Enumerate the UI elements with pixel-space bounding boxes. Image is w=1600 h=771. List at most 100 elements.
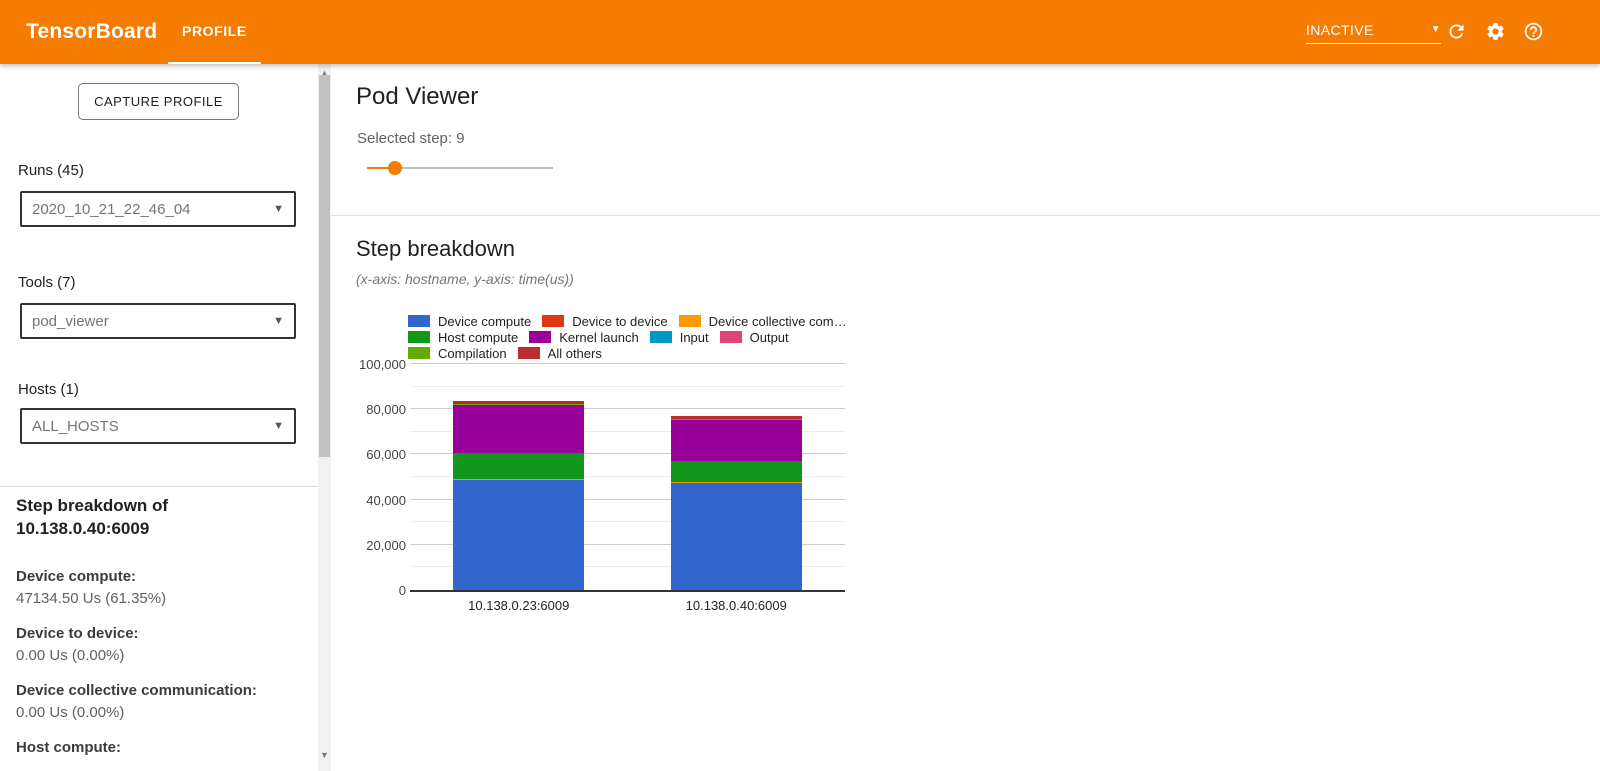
legend-row: Device compute Device to device Device col… (408, 313, 847, 329)
legend-swatch-icon (542, 315, 565, 327)
stat-label: Host compute: (16, 739, 121, 756)
gridline (410, 543, 845, 545)
legend-swatch-icon (719, 331, 742, 343)
gridline (410, 430, 845, 432)
tools-label: Tools (7) (18, 274, 76, 291)
dropdown-arrow-icon: ▼ (273, 203, 284, 215)
legend-swatch-icon (408, 331, 430, 343)
bar-segment-device-compute[interactable] (453, 479, 585, 590)
slider-fill (367, 167, 395, 169)
breakdown-heading: Step breakdown of 10.138.0.40:6009 (16, 496, 169, 538)
bar-segment-host-compute[interactable] (453, 453, 585, 479)
y-tick-label: 80,000 (366, 402, 406, 418)
gridline (410, 521, 845, 523)
bar-segment-kernel-launch[interactable] (670, 420, 802, 462)
settings-gear-icon[interactable] (1485, 21, 1506, 42)
dropdown-arrow-icon: ▼ (273, 420, 284, 432)
slider-thumb[interactable] (387, 161, 402, 175)
stat-group: Device compute: 47134.50 Us (61.35%) (16, 566, 306, 610)
y-tick-label: 20,000 (366, 537, 406, 553)
legend-label: Compilation (438, 345, 507, 361)
gridline (410, 385, 845, 387)
bar-segment-device-collective-com[interactable] (670, 482, 802, 484)
runs-label: Runs (45) (18, 162, 84, 179)
y-tick-label: 60,000 (366, 447, 406, 463)
hosts-dropdown[interactable]: ALL_HOSTS ▼ (20, 408, 296, 444)
selected-step-label: Selected step: 9 (357, 130, 465, 147)
legend-label: Device to device (572, 313, 668, 329)
tab-profile[interactable]: PROFILE (168, 0, 261, 64)
page-title: Pod Viewer (356, 83, 479, 110)
help-icon[interactable] (1523, 21, 1544, 42)
sidebar: CAPTURE PROFILE Runs (45) 2020_10_21_22_… (0, 64, 318, 771)
chart-legend: Device compute Device to device Device col… (408, 313, 847, 361)
main-content: Pod Viewer Selected step: 9 Step breakdo… (331, 64, 1600, 771)
legend-item: Device collective com… (678, 313, 847, 329)
legend-item: Host compute (408, 330, 518, 345)
bar-segment-device-collective-com[interactable] (453, 478, 585, 480)
top-app-bar: TensorBoard PROFILE INACTIVE ▼ (0, 0, 1600, 64)
dropdown-arrow-icon: ▼ (273, 315, 284, 327)
stat-value: 0.00 Us (0.00%) (16, 704, 125, 721)
step-breakdown-chart: Device compute Device to device Device col… (352, 309, 952, 639)
gridline (410, 363, 845, 364)
sidebar-divider (0, 486, 318, 487)
y-tick-label: 40,000 (366, 492, 406, 508)
section-title: Step breakdown (356, 236, 515, 261)
status-dropdown-value: INACTIVE (1306, 21, 1374, 38)
chevron-down-icon: ▼ (1430, 23, 1441, 35)
legend-row: Compilation All others (408, 345, 847, 361)
legend-item: Kernel launch (529, 330, 639, 345)
y-tick-label: 0 (398, 583, 406, 598)
bar-segment-device-compute[interactable] (670, 483, 802, 590)
legend-swatch-icon (517, 347, 540, 359)
legend-label: All others (547, 345, 602, 361)
gridline (410, 476, 845, 477)
bar-segment-compilation[interactable] (453, 404, 585, 406)
legend-item: All others (517, 345, 602, 361)
legend-label: Output (749, 329, 789, 345)
legend-swatch-icon (649, 331, 672, 343)
stat-group: Device to device: 0.00 Us (0.00%) (16, 623, 306, 667)
scroll-down-icon[interactable]: ▼ (320, 749, 329, 760)
scrollbar-thumb[interactable] (319, 75, 330, 457)
chart-y-axis: 0 20,000 40,000 60,000 80,000 100,000 (356, 309, 406, 639)
scroll-up-icon[interactable]: ▲ (320, 67, 329, 78)
bar-segment-all-others[interactable] (453, 400, 585, 405)
refresh-icon[interactable] (1446, 21, 1467, 42)
stat-group: Device collective communication: 0.00 Us … (16, 680, 306, 724)
bar-segment-host-compute[interactable] (670, 461, 802, 483)
hosts-label: Hosts (1) (18, 381, 79, 398)
breakdown-stats: Device compute: 47134.50 Us (61.35%) Devic… (16, 566, 306, 771)
legend-row: Host compute Kernel launch Input Output (408, 329, 847, 345)
tools-dropdown[interactable]: pod_viewer ▼ (20, 303, 296, 339)
gridline (410, 408, 845, 410)
gridline (410, 498, 845, 500)
capture-profile-button[interactable]: CAPTURE PROFILE (78, 83, 239, 120)
legend-swatch-icon (408, 315, 430, 327)
sidebar-scrollbar[interactable]: ▲ ▼ (318, 64, 331, 771)
app-title[interactable]: TensorBoard (26, 20, 158, 43)
legend-swatch-icon (529, 331, 552, 343)
x-tick-label: 10.138.0.40:6009 (685, 598, 787, 613)
gridline (410, 453, 845, 455)
bar-segment-compilation[interactable] (670, 419, 802, 421)
bar-segment-all-others[interactable] (670, 415, 802, 420)
bar-segment-kernel-launch[interactable] (453, 405, 585, 454)
legend-label: Device compute (438, 313, 532, 329)
stat-label: Device collective communication: (16, 682, 257, 699)
step-slider[interactable] (367, 159, 553, 177)
runs-dropdown[interactable]: 2020_10_21_22_46_04 ▼ (20, 191, 296, 227)
hosts-dropdown-value: ALL_HOSTS (32, 417, 119, 435)
legend-label: Kernel launch (559, 329, 639, 345)
legend-item: Device compute (408, 314, 531, 329)
y-tick-label: 100,000 (359, 357, 406, 372)
slider-track[interactable] (367, 167, 553, 169)
runs-dropdown-value: 2020_10_21_22_46_04 (32, 200, 191, 218)
legend-swatch-icon (408, 347, 430, 359)
tools-dropdown-value: pod_viewer (32, 312, 109, 330)
status-dropdown[interactable]: INACTIVE ▼ (1306, 16, 1441, 44)
legend-label: Device collective com… (708, 313, 847, 329)
legend-label: Host compute (438, 329, 519, 345)
x-tick-label: 10.138.0.23:6009 (468, 598, 570, 613)
